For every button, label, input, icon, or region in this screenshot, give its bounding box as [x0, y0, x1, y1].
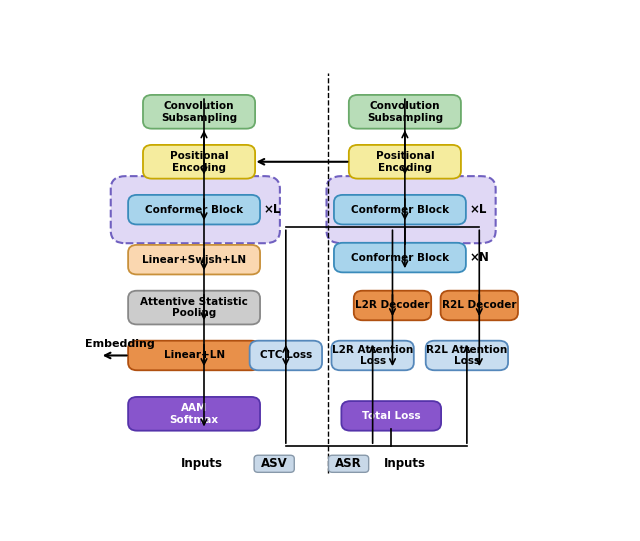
- Text: Convolution
Subsampling: Convolution Subsampling: [367, 101, 443, 123]
- FancyBboxPatch shape: [128, 245, 260, 274]
- FancyBboxPatch shape: [128, 291, 260, 325]
- Text: CTC Loss: CTC Loss: [260, 351, 312, 360]
- FancyBboxPatch shape: [341, 401, 441, 431]
- Text: AAM
Softmax: AAM Softmax: [170, 403, 219, 425]
- FancyBboxPatch shape: [328, 455, 369, 472]
- Text: Inputs: Inputs: [384, 457, 426, 470]
- Text: Linear+Swish+LN: Linear+Swish+LN: [142, 255, 246, 265]
- FancyBboxPatch shape: [254, 455, 294, 472]
- Text: Conformer Block: Conformer Block: [351, 253, 449, 262]
- Text: L2R Attention
Loss: L2R Attention Loss: [332, 345, 413, 366]
- Text: ASR: ASR: [335, 457, 362, 470]
- Text: ASV: ASV: [261, 457, 287, 470]
- FancyBboxPatch shape: [143, 145, 255, 179]
- Text: Conformer Block: Conformer Block: [351, 204, 449, 215]
- FancyBboxPatch shape: [128, 195, 260, 225]
- Text: Attentive Statistic
Pooling: Attentive Statistic Pooling: [140, 297, 248, 318]
- Text: Positional
Encoding: Positional Encoding: [170, 151, 228, 173]
- Text: Conformer Block: Conformer Block: [145, 204, 243, 215]
- Text: R2L Decoder: R2L Decoder: [442, 300, 516, 311]
- FancyBboxPatch shape: [332, 341, 414, 370]
- Text: R2L Attention
Loss: R2L Attention Loss: [426, 345, 508, 366]
- Text: ×N: ×N: [469, 251, 489, 264]
- Text: L2R Decoder: L2R Decoder: [355, 300, 429, 311]
- FancyBboxPatch shape: [354, 291, 431, 320]
- FancyBboxPatch shape: [111, 176, 280, 243]
- FancyBboxPatch shape: [349, 95, 461, 129]
- Text: Convolution
Subsampling: Convolution Subsampling: [161, 101, 237, 123]
- Text: Total Loss: Total Loss: [362, 411, 420, 421]
- Text: ×L: ×L: [264, 203, 281, 216]
- Text: ×L: ×L: [469, 203, 487, 216]
- FancyBboxPatch shape: [440, 291, 518, 320]
- Text: Linear+LN: Linear+LN: [163, 351, 225, 360]
- FancyBboxPatch shape: [128, 341, 260, 370]
- FancyBboxPatch shape: [128, 397, 260, 431]
- Text: Positional
Encoding: Positional Encoding: [376, 151, 434, 173]
- FancyBboxPatch shape: [334, 243, 466, 272]
- FancyBboxPatch shape: [143, 95, 255, 129]
- Text: Inputs: Inputs: [180, 457, 223, 470]
- FancyBboxPatch shape: [426, 341, 508, 370]
- FancyBboxPatch shape: [334, 195, 466, 225]
- Text: Embedding: Embedding: [85, 339, 155, 349]
- FancyBboxPatch shape: [349, 145, 461, 179]
- FancyBboxPatch shape: [326, 176, 495, 243]
- FancyBboxPatch shape: [250, 341, 322, 370]
